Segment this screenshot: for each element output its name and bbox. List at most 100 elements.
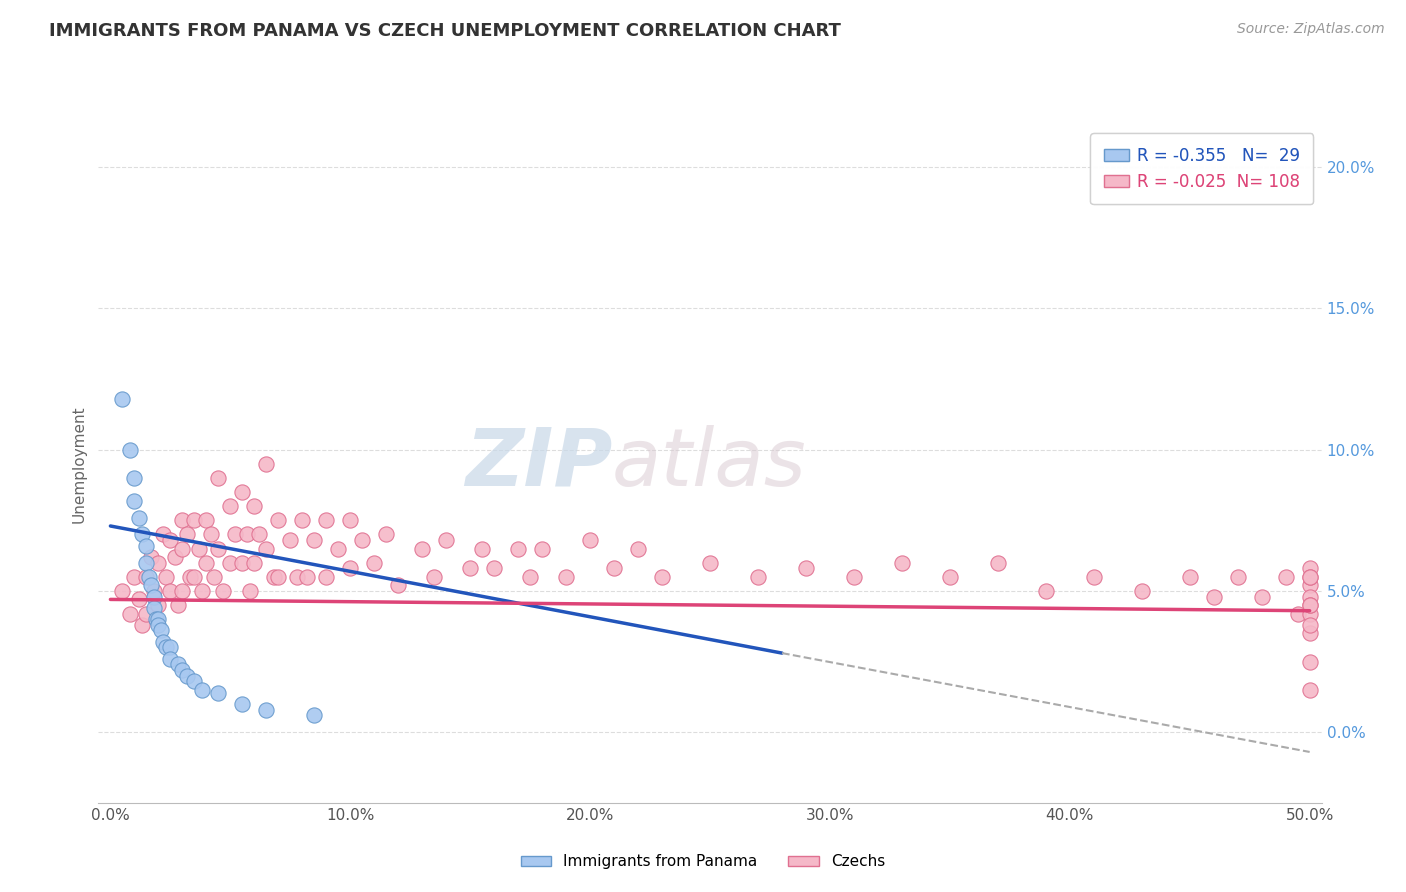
Point (291, 513, 314, 527)
Point (1202, 590, 1225, 604)
Point (434, 533, 457, 547)
Point (124, 570, 146, 584)
Point (195, 513, 218, 527)
Point (142, 590, 165, 604)
Point (1298, 590, 1320, 604)
Point (159, 584, 181, 599)
Point (231, 697, 253, 711)
Point (207, 541, 229, 556)
Point (1298, 655, 1320, 669)
Point (1298, 682, 1320, 697)
Point (278, 533, 301, 547)
Point (135, 570, 157, 584)
Point (141, 549, 163, 565)
Point (1083, 570, 1105, 584)
Point (423, 570, 446, 584)
Point (238, 584, 260, 599)
Point (304, 533, 326, 547)
Point (138, 570, 160, 584)
Point (152, 635, 174, 649)
Point (165, 549, 187, 565)
Point (1298, 626, 1320, 640)
Point (339, 561, 361, 575)
Point (231, 485, 253, 500)
Point (212, 584, 235, 599)
Point (508, 541, 530, 556)
Text: atlas: atlas (612, 425, 807, 503)
Legend: R = -0.355   N=  29, R = -0.025  N= 108: R = -0.355 N= 29, R = -0.025 N= 108 (1090, 133, 1313, 204)
Point (135, 556, 157, 570)
Point (111, 584, 134, 599)
Point (555, 570, 578, 584)
Point (236, 527, 259, 541)
Point (247, 527, 270, 541)
Point (352, 533, 374, 547)
Legend: Immigrants from Panama, Czechs: Immigrants from Panama, Czechs (515, 848, 891, 875)
Point (387, 578, 409, 592)
Point (155, 640, 177, 655)
Point (183, 513, 205, 527)
Text: ZIP: ZIP (465, 425, 612, 503)
Point (159, 651, 181, 665)
Point (118, 607, 141, 621)
Point (176, 527, 198, 541)
Point (531, 541, 554, 556)
Point (254, 703, 277, 717)
Point (231, 556, 253, 570)
Point (1130, 584, 1153, 599)
Point (699, 556, 721, 570)
Point (519, 570, 541, 584)
Point (1250, 590, 1272, 604)
Point (579, 533, 602, 547)
Point (131, 527, 153, 541)
Text: IMMIGRANTS FROM PANAMA VS CZECH UNEMPLOYMENT CORRELATION CHART: IMMIGRANTS FROM PANAMA VS CZECH UNEMPLOY… (49, 22, 841, 40)
Point (375, 527, 398, 541)
Point (145, 612, 167, 626)
Point (267, 570, 290, 584)
Point (1298, 617, 1320, 632)
Point (172, 584, 194, 599)
Point (794, 561, 817, 575)
Point (135, 539, 157, 553)
Point (267, 513, 290, 527)
Point (172, 513, 194, 527)
Point (202, 570, 225, 584)
Y-axis label: Unemployment: Unemployment (72, 405, 87, 523)
Point (128, 510, 150, 524)
Point (176, 669, 198, 683)
Point (124, 471, 146, 485)
Point (1298, 578, 1320, 592)
Point (482, 561, 505, 575)
Point (747, 570, 769, 584)
Text: Source: ZipAtlas.com: Source: ZipAtlas.com (1237, 22, 1385, 37)
Point (304, 708, 326, 723)
Point (315, 570, 337, 584)
Point (1298, 607, 1320, 621)
Point (315, 513, 337, 527)
Point (172, 541, 194, 556)
Point (128, 592, 150, 607)
Point (124, 493, 146, 508)
Point (166, 598, 188, 612)
Point (1298, 561, 1320, 575)
Point (141, 578, 163, 592)
Point (155, 570, 177, 584)
Point (651, 570, 673, 584)
Point (183, 674, 205, 689)
Point (287, 570, 309, 584)
Point (1298, 570, 1320, 584)
Point (190, 682, 212, 697)
Point (149, 624, 172, 638)
Point (1298, 598, 1320, 612)
Point (1035, 584, 1057, 599)
Point (188, 541, 211, 556)
Point (111, 392, 134, 406)
Point (939, 570, 962, 584)
Point (1298, 570, 1320, 584)
Point (224, 527, 246, 541)
Point (200, 527, 222, 541)
Point (148, 598, 170, 612)
Point (1178, 570, 1201, 584)
Point (363, 556, 385, 570)
Point (254, 457, 277, 471)
